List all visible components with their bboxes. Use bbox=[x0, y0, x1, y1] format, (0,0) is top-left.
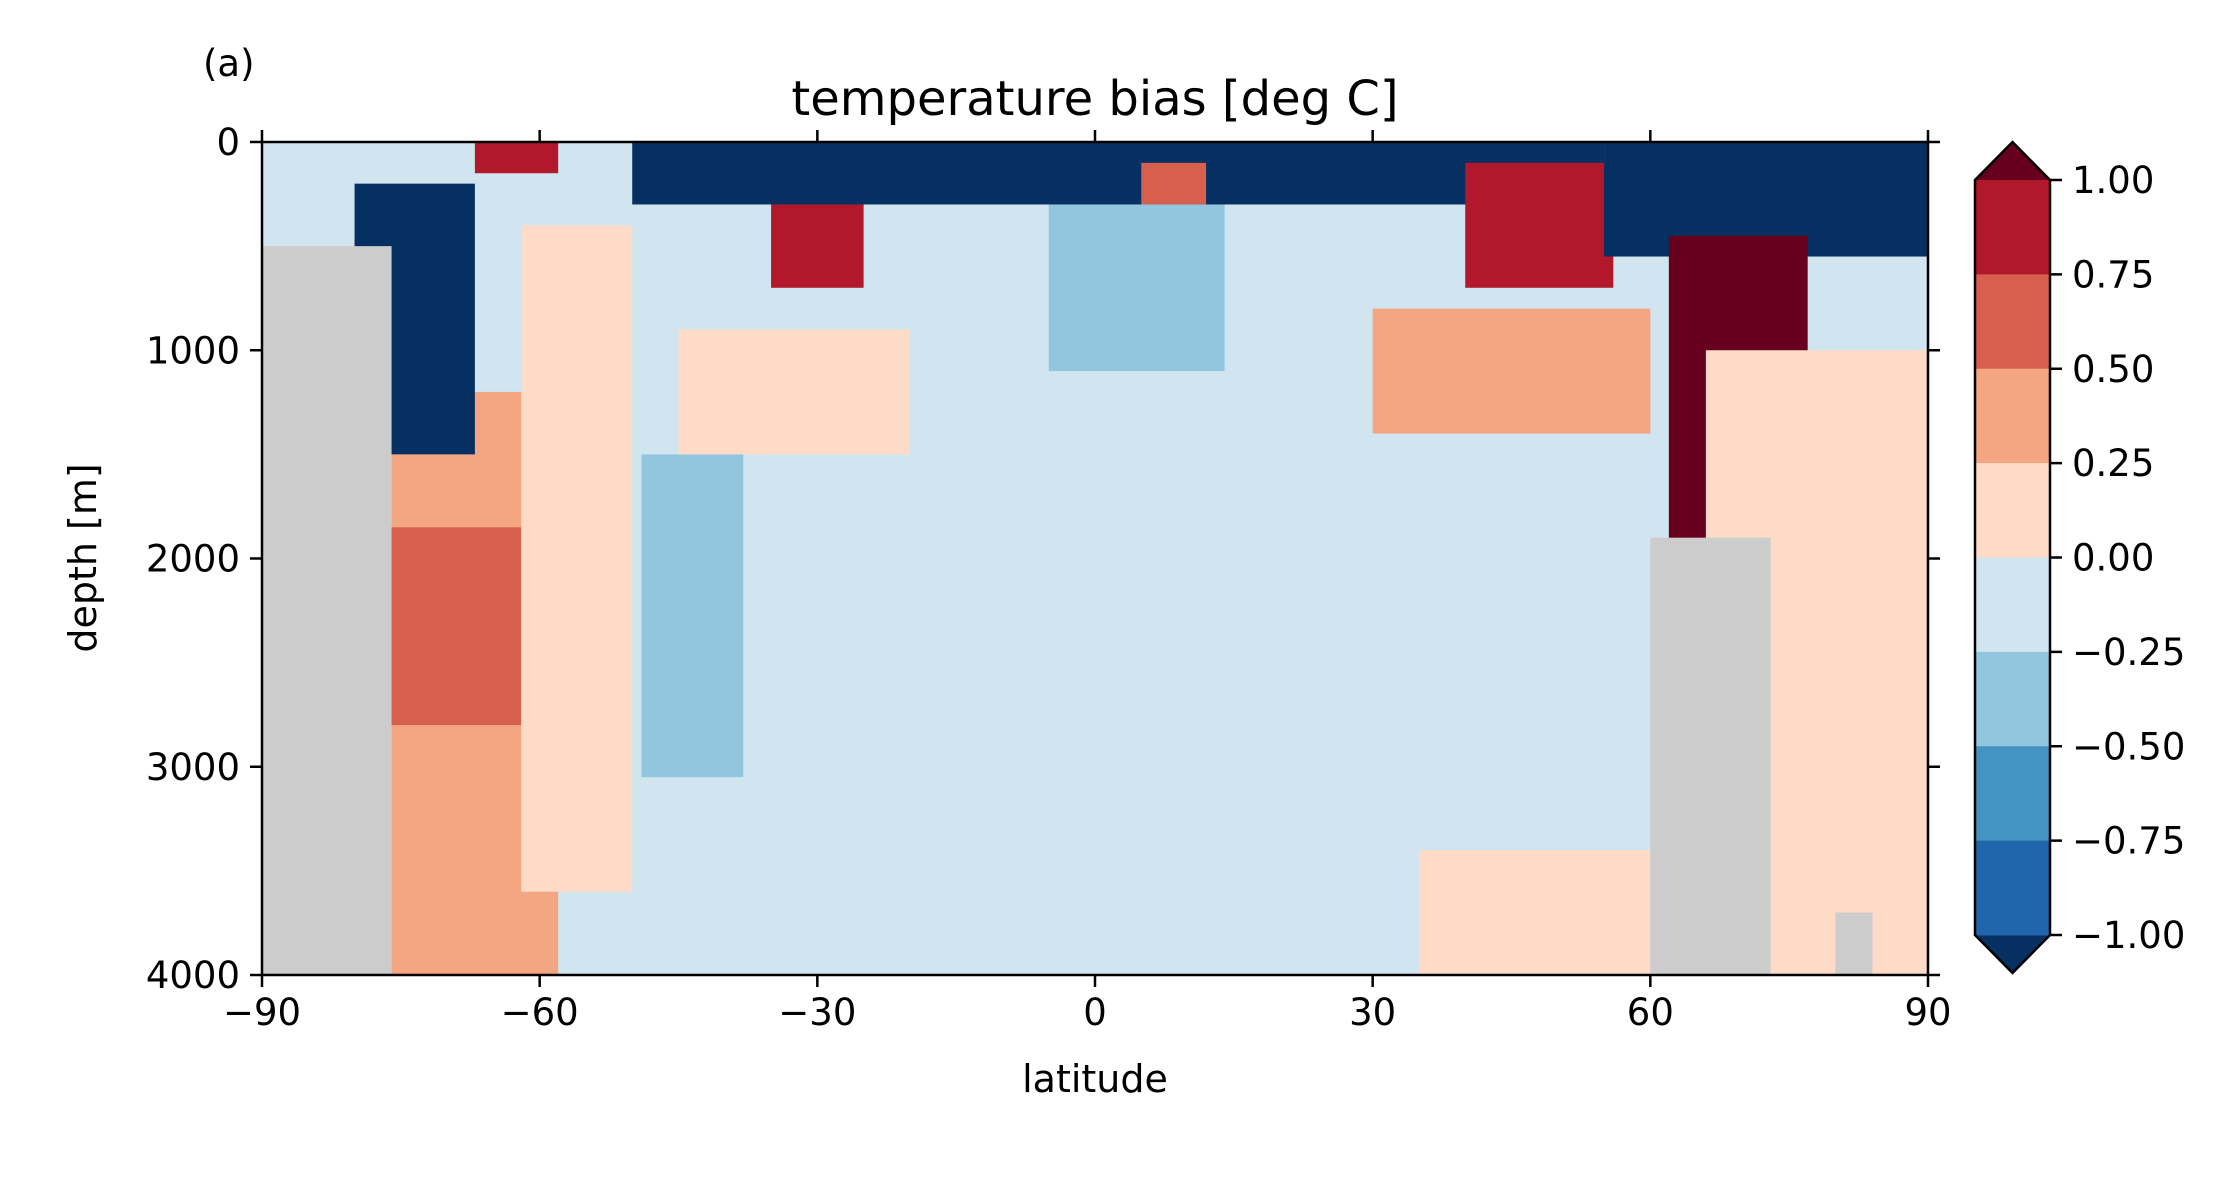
colorbar-band bbox=[1975, 274, 2050, 370]
x-axis: −90 −60 −30 0 30 60 90 bbox=[223, 130, 1952, 1034]
land-mask-north-ridge-bump bbox=[1835, 912, 1873, 975]
panel-label: (a) bbox=[203, 42, 255, 85]
x-tick-label: −60 bbox=[501, 991, 579, 1034]
y-tick-label: 0 bbox=[216, 121, 240, 164]
heatmap-cell-equatorial-warm-blob bbox=[1141, 162, 1207, 205]
colorbar-tick-label: −0.25 bbox=[2072, 631, 2185, 674]
colorbar-tick-label: 0.00 bbox=[2072, 537, 2154, 580]
heatmap-cell-south-surface-warm bbox=[474, 142, 559, 174]
x-tick-label: −90 bbox=[223, 991, 301, 1034]
heatmap-cell-north-deep-warm-low bbox=[1418, 850, 1651, 975]
colorbar-band bbox=[1975, 368, 2050, 464]
heatmap-cell-south-mid-tongue bbox=[521, 225, 633, 892]
land-mask-antarctic-shelf bbox=[262, 246, 392, 975]
colorbar-tick-label: 0.25 bbox=[2072, 442, 2154, 485]
colorbar-band bbox=[1975, 651, 2050, 747]
x-tick-label: −30 bbox=[778, 991, 856, 1034]
colorbar-tick-label: −0.75 bbox=[2072, 820, 2185, 863]
colorbar-tick-label: 0.50 bbox=[2072, 348, 2154, 391]
heatmap-cell-north-subpolar-core bbox=[1465, 162, 1614, 288]
heatmap-cell-equatorial-cold bbox=[1048, 204, 1225, 372]
y-tick-label: 3000 bbox=[146, 746, 240, 789]
x-tick-label: 60 bbox=[1627, 991, 1674, 1034]
colorbar-extend-under bbox=[1975, 935, 2050, 973]
x-tick-label: 0 bbox=[1083, 991, 1107, 1034]
x-tick-label: 90 bbox=[1904, 991, 1951, 1034]
heatmap-cell-upper-cold-band bbox=[632, 142, 1605, 205]
y-tick-label: 4000 bbox=[146, 954, 240, 997]
colorbar-tick-label: −0.50 bbox=[2072, 725, 2185, 768]
heatmap-cell-south-subtropic-core bbox=[771, 204, 864, 288]
colorbar-extend-over bbox=[1975, 142, 2050, 180]
colorbar-band bbox=[1975, 557, 2050, 653]
land-mask-area bbox=[262, 246, 1873, 975]
colorbar-tick-label: 1.00 bbox=[2072, 159, 2154, 202]
y-axis: 0 1000 2000 3000 4000 bbox=[146, 121, 1940, 997]
heatmap-cell-north-mid-warm bbox=[1372, 308, 1651, 434]
x-tick-label: 30 bbox=[1349, 991, 1396, 1034]
colorbar-band bbox=[1975, 180, 2050, 275]
colorbar-tick-label: 0.75 bbox=[2072, 253, 2154, 296]
colorbar-tick-label: −1.00 bbox=[2072, 914, 2185, 957]
y-axis-label: depth [m] bbox=[61, 463, 105, 652]
colorbar-band bbox=[1975, 840, 2050, 936]
heatmap-cell-south-subtropic-warm bbox=[678, 329, 910, 455]
y-tick-label: 1000 bbox=[146, 329, 240, 372]
colorbar-band bbox=[1975, 463, 2050, 558]
y-tick-label: 2000 bbox=[146, 538, 240, 581]
colorbar: 1.00 0.75 0.50 0.25 0.00 −0.25 −0.50 −0.75 −1.00 bbox=[1973, 140, 2185, 975]
heatmap-cell-south-mid-cold-band bbox=[641, 454, 744, 778]
land-mask-north-ridge bbox=[1650, 537, 1771, 975]
chart-title: temperature bias [deg C] bbox=[791, 71, 1398, 127]
colorbar-band bbox=[1975, 746, 2050, 842]
x-axis-label: latitude bbox=[1022, 1057, 1168, 1101]
